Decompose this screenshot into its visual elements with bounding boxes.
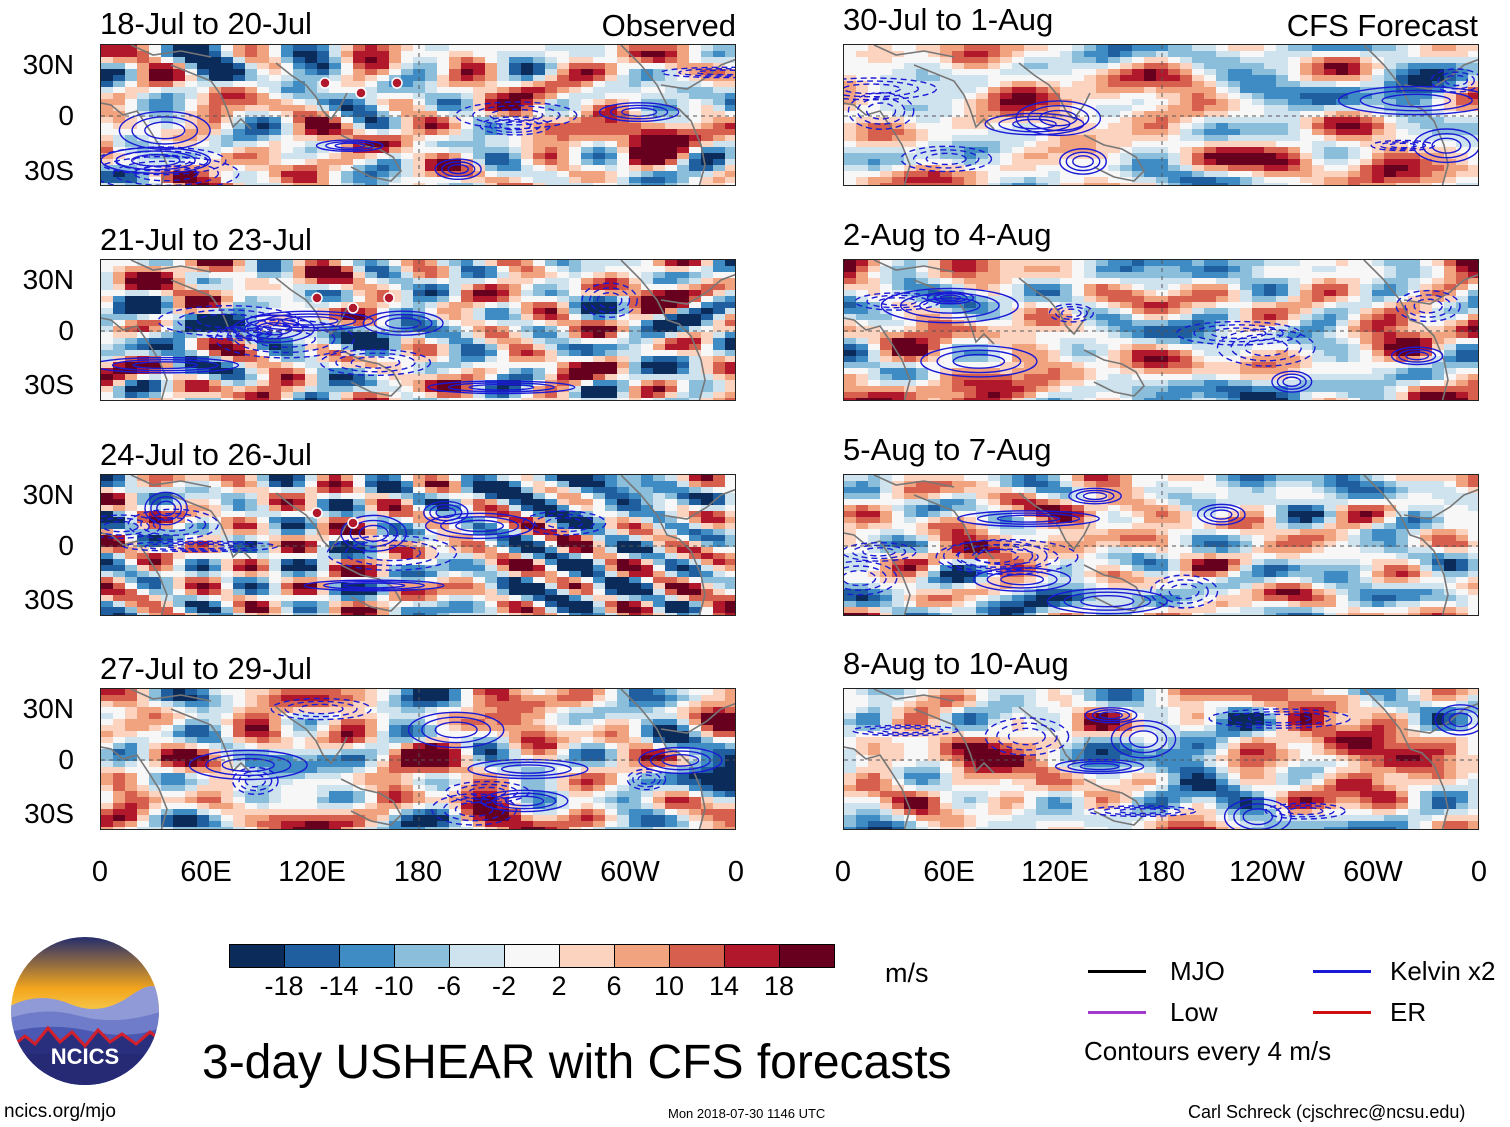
- colorbar-swatch: [614, 944, 670, 968]
- colorbar-tick-label: -14: [319, 971, 359, 1001]
- observed-label: Observed: [601, 8, 736, 43]
- panel-title-7: 5-Aug to 7-Aug: [843, 432, 1052, 467]
- lat-label-30s: 30S: [24, 584, 74, 615]
- panel-title-6: 2-Aug to 4-Aug: [843, 217, 1052, 252]
- timestamp: Mon 2018-07-30 1146 UTC: [668, 1106, 826, 1121]
- lon-label-60w: 60W: [600, 856, 660, 888]
- lat-label-30n: 30N: [22, 479, 74, 510]
- legend-line-low: [1088, 1011, 1146, 1014]
- lon-label-60w: 60W: [1343, 856, 1403, 888]
- website-link[interactable]: ncics.org/mjo: [4, 1101, 116, 1122]
- colorbar-tick-label: -10: [374, 971, 414, 1001]
- map-panel-6: [843, 259, 1479, 401]
- legend-label-kelvin: Kelvin x2: [1390, 956, 1496, 986]
- colorbar-swatch: [229, 944, 285, 968]
- lat-label-0: 0: [58, 100, 74, 131]
- lon-label-180: 180: [1136, 856, 1186, 888]
- colorbar-tick-label: -18: [264, 971, 304, 1001]
- colorbar-swatch: [394, 944, 450, 968]
- colorbar-swatch: [339, 944, 395, 968]
- contour-note: Contours every 4 m/s: [1084, 1036, 1332, 1066]
- lon-label-120e: 120E: [1021, 856, 1089, 888]
- lon-label-180: 180: [393, 856, 443, 888]
- legend-label-er: ER: [1390, 997, 1427, 1027]
- lat-label-0: 0: [58, 530, 74, 561]
- colorbar-tick-label: 14: [708, 971, 740, 1001]
- lon-label-120w: 120W: [1229, 856, 1305, 888]
- lat-label-30s: 30S: [24, 798, 74, 829]
- lat-label-30s: 30S: [24, 369, 74, 400]
- ncics-logo: NCICS: [10, 936, 160, 1086]
- lon-label-360: 0: [727, 856, 745, 888]
- lon-label-120e: 120E: [278, 856, 346, 888]
- map-panel-1: [100, 44, 736, 186]
- panel-title-4: 27-Jul to 29-Jul: [100, 651, 312, 686]
- cfs-forecast-label: CFS Forecast: [1286, 8, 1478, 43]
- logo-text: NCICS: [51, 1044, 119, 1069]
- colorbar-tick-label: 6: [606, 971, 622, 1001]
- lat-label-30n: 30N: [22, 49, 74, 80]
- colorbar-swatch: [284, 944, 340, 968]
- lon-label-360: 0: [1470, 856, 1488, 888]
- colorbar-swatch: [779, 944, 835, 968]
- main-title: 3-day USHEAR with CFS forecasts: [202, 1036, 952, 1089]
- lat-label-30s: 30S: [24, 155, 74, 186]
- colorbar-tick-label: -2: [491, 971, 516, 1001]
- map-panel-4: [100, 688, 736, 830]
- legend-line-er: [1313, 1011, 1371, 1014]
- lon-label-60e: 60E: [923, 856, 975, 888]
- lon-label-120w: 120W: [486, 856, 562, 888]
- legend-line-mjo: [1088, 970, 1146, 973]
- legend-label-low: Low: [1170, 997, 1218, 1027]
- map-panel-8: [843, 688, 1479, 830]
- lat-label-30n: 30N: [22, 693, 74, 724]
- lat-label-0: 0: [58, 744, 74, 775]
- colorbar-tick-label: 18: [763, 971, 795, 1001]
- map-panel-3: [100, 474, 736, 616]
- lon-label-60e: 60E: [180, 856, 232, 888]
- lat-label-30n: 30N: [22, 264, 74, 295]
- lon-label-0: 0: [91, 856, 109, 888]
- colorbar-tick-label: 10: [653, 971, 685, 1001]
- legend-label-mjo: MJO: [1170, 956, 1225, 986]
- colorbar-swatch: [449, 944, 505, 968]
- panel-title-3: 24-Jul to 26-Jul: [100, 437, 312, 472]
- panel-title-5: 30-Jul to 1-Aug: [843, 2, 1054, 37]
- colorbar-swatch: [559, 944, 615, 968]
- lon-label-0: 0: [834, 856, 852, 888]
- author-credit: Carl Schreck (cjschrec@ncsu.edu): [1188, 1102, 1466, 1122]
- colorbar-units: m/s: [885, 958, 929, 988]
- map-panel-2: [100, 259, 736, 401]
- panel-title-8: 8-Aug to 10-Aug: [843, 646, 1069, 681]
- panel-title-2: 21-Jul to 23-Jul: [100, 222, 312, 257]
- colorbar-swatch: [669, 944, 725, 968]
- panel-title-1: 18-Jul to 20-Jul: [100, 6, 312, 41]
- colorbar-tick-label: 2: [551, 971, 567, 1001]
- colorbar-tick-label: -6: [436, 971, 461, 1001]
- legend-line-kelvin: [1313, 970, 1371, 973]
- colorbar-swatch: [504, 944, 560, 968]
- lat-label-0: 0: [58, 315, 74, 346]
- colorbar-swatch: [724, 944, 780, 968]
- map-panel-5: [843, 44, 1479, 186]
- map-panel-7: [843, 474, 1479, 616]
